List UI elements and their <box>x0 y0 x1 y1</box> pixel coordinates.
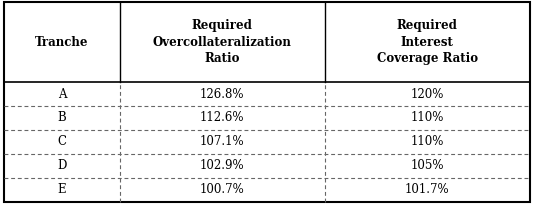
Text: E: E <box>58 183 66 196</box>
Text: A: A <box>58 88 66 101</box>
Text: B: B <box>58 111 66 124</box>
Text: 112.6%: 112.6% <box>200 111 245 124</box>
Text: 100.7%: 100.7% <box>200 183 245 196</box>
Text: 110%: 110% <box>411 111 444 124</box>
Text: 126.8%: 126.8% <box>200 88 245 101</box>
Text: 110%: 110% <box>411 135 444 148</box>
Text: Required
Interest
Coverage Ratio: Required Interest Coverage Ratio <box>376 19 478 65</box>
Text: 102.9%: 102.9% <box>200 159 245 172</box>
Text: 105%: 105% <box>411 159 444 172</box>
Text: Tranche: Tranche <box>35 36 89 49</box>
Text: D: D <box>57 159 67 172</box>
Text: Required
Overcollateralization
Ratio: Required Overcollateralization Ratio <box>153 19 292 65</box>
Text: 107.1%: 107.1% <box>200 135 245 148</box>
Text: 120%: 120% <box>411 88 444 101</box>
Text: C: C <box>58 135 67 148</box>
Text: 101.7%: 101.7% <box>405 183 450 196</box>
